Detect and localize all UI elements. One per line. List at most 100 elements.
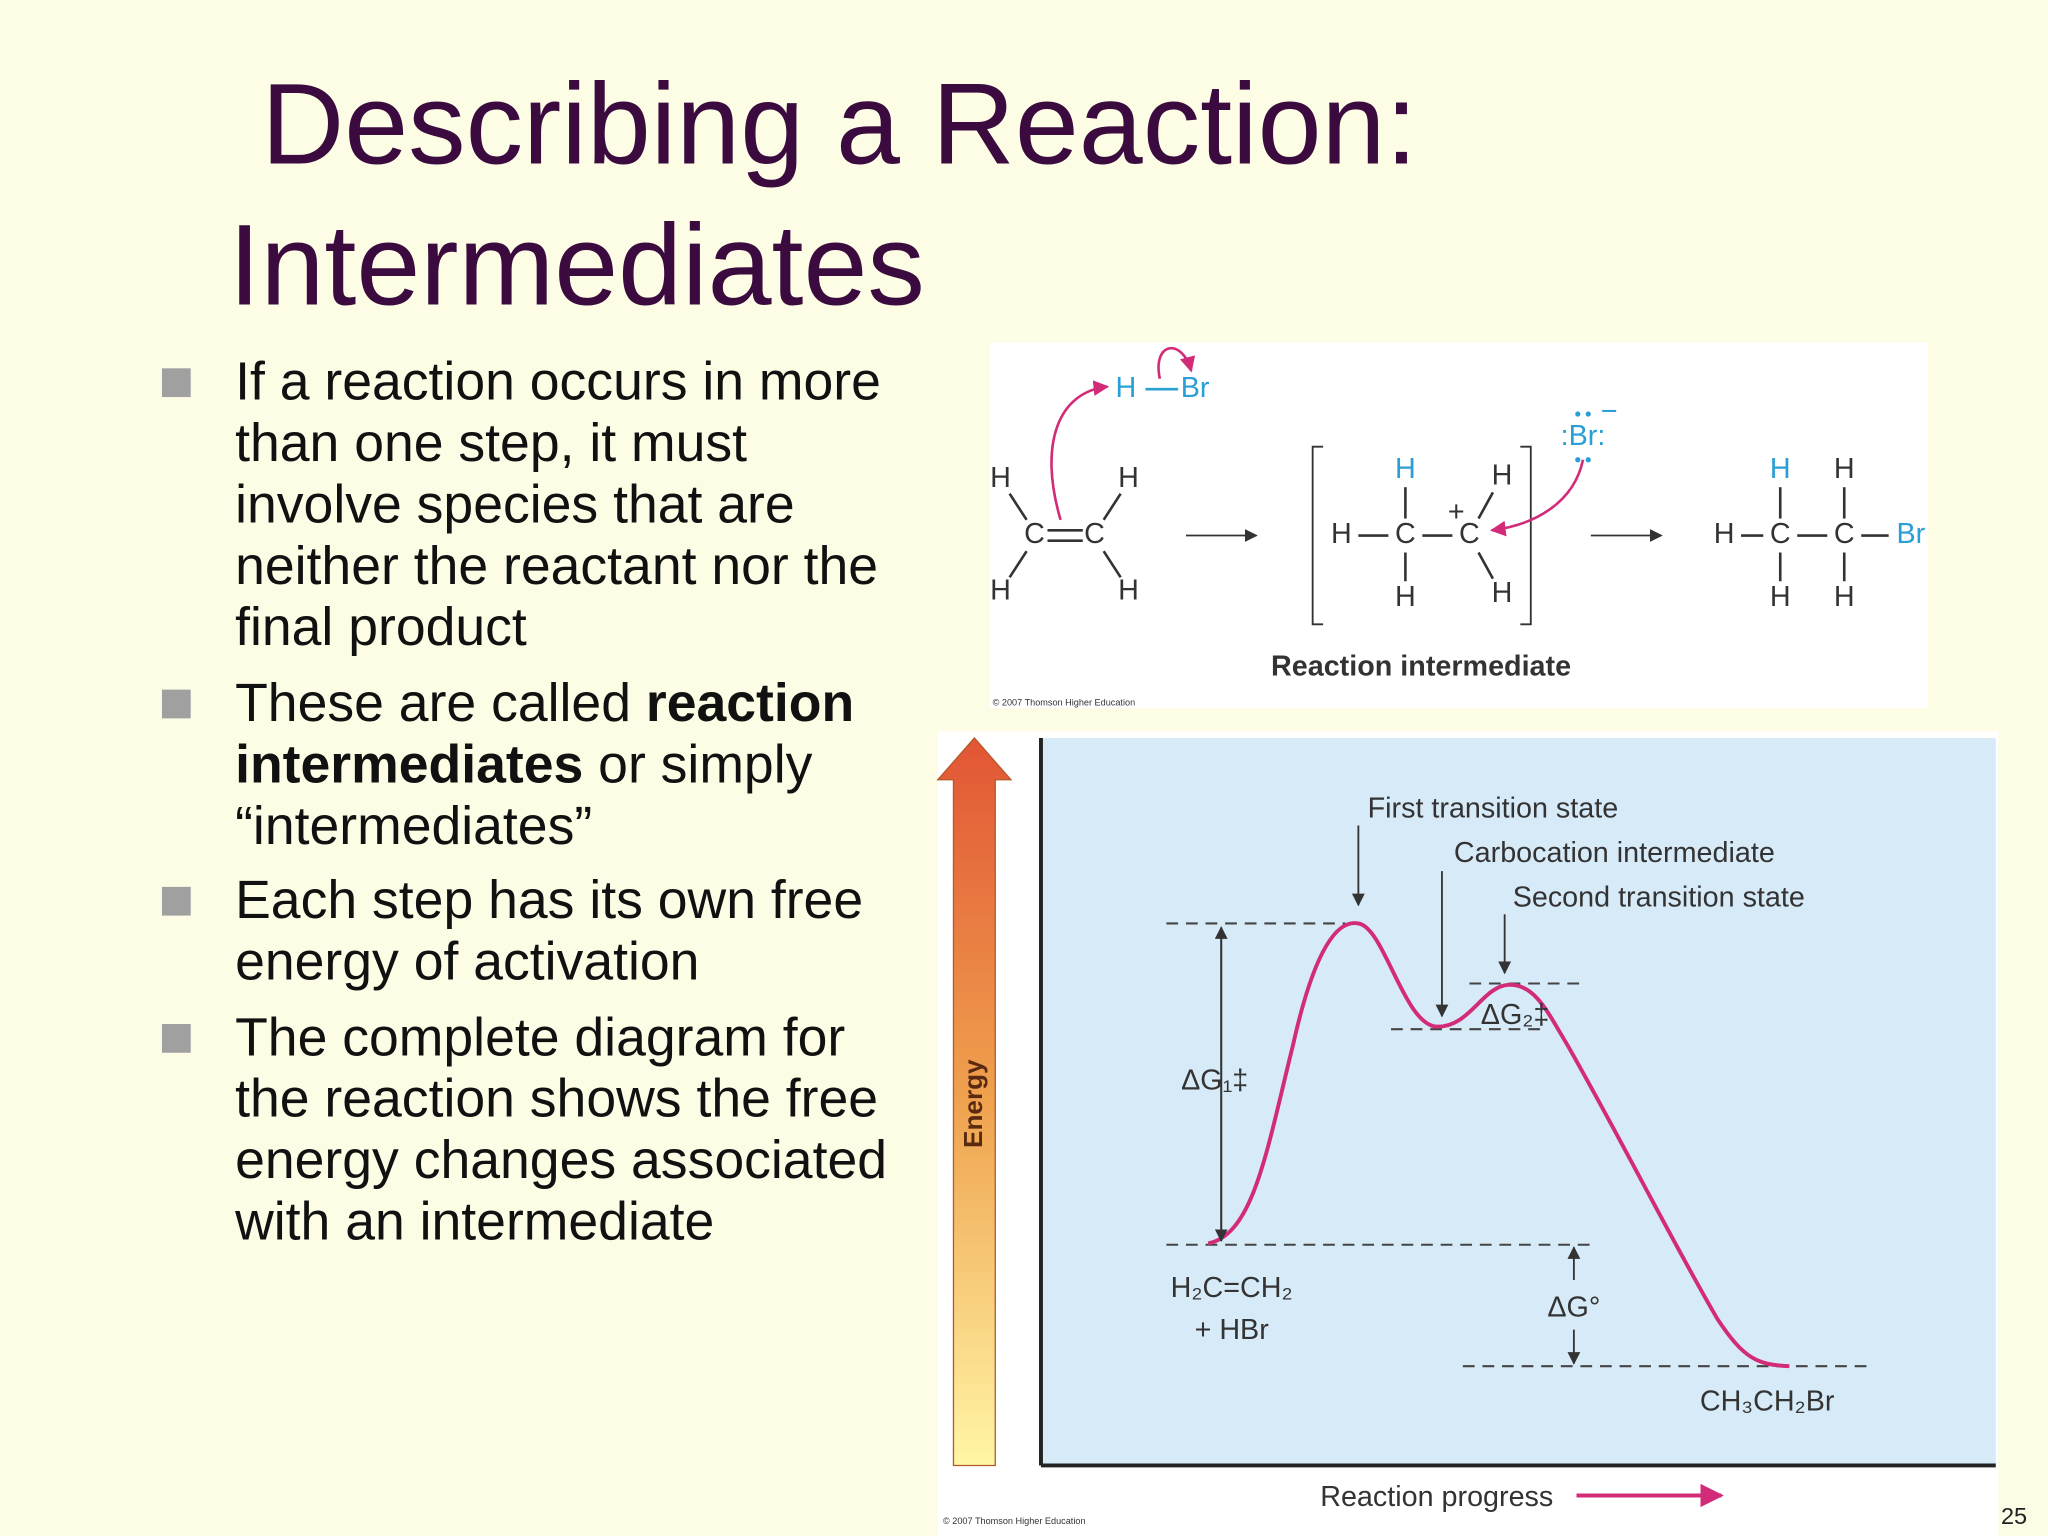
delta-g2-label: ΔG₂‡ (1481, 999, 1550, 1031)
atom-label: H (1331, 518, 1352, 550)
energy-arrow (936, 736, 1013, 1467)
annotation: Carbocation intermediate (1454, 837, 1775, 869)
bond (1008, 493, 1028, 521)
atom-label: Br (1181, 372, 1210, 404)
y-axis-label: Energy (958, 1059, 988, 1148)
curved-arrow (1157, 346, 1196, 380)
figure-caption: Reaction intermediate (1271, 650, 1571, 682)
product-label: CH₃CH₂Br (1700, 1386, 1835, 1418)
text-run: “intermediates” (235, 797, 592, 856)
delta-g-label: ΔG° (1547, 1292, 1600, 1324)
bullet-line: Each step has its own free (235, 871, 863, 930)
atom-label: Br (1896, 518, 1925, 550)
energy-curve (1207, 921, 1790, 1369)
bullet-line: the reaction shows the free (235, 1070, 878, 1129)
reactant-label: H₂C=CH₂ (1171, 1272, 1293, 1304)
bullet-line: than one step, it must (235, 414, 747, 473)
annotation: Second transition state (1513, 881, 1805, 913)
atom-label: C (1834, 518, 1855, 550)
atom-label: C (1395, 518, 1416, 550)
credit: © 2007 Thomson Higher Education (943, 1516, 1086, 1526)
electron-dot (1585, 457, 1591, 463)
figure-background (990, 342, 1928, 708)
bullet-marker (161, 689, 191, 719)
atom-label: C (1459, 518, 1480, 550)
atom-label: C (1024, 518, 1045, 550)
atom-label: C (1084, 518, 1105, 550)
charge: − (1601, 395, 1618, 427)
text-run: intermediates (235, 735, 583, 794)
x-axis-label: Reaction progress (1320, 1481, 1553, 1513)
text-run: final product (235, 598, 527, 657)
bond (1008, 550, 1028, 579)
bullet-line: energy changes associated (235, 1131, 887, 1190)
atom-label: C (1770, 518, 1791, 550)
reactant-label: + HBr (1195, 1314, 1270, 1346)
atom-label: H (1770, 453, 1791, 485)
atom-label: H (990, 462, 1011, 494)
atom-label: H (1395, 453, 1416, 485)
atom-label: + (1448, 496, 1465, 528)
bullet-marker (161, 368, 191, 398)
atom-label: H (1714, 518, 1735, 550)
atom-label: H (1770, 581, 1791, 613)
bullet-line: energy of activation (235, 933, 699, 992)
atom-label: H (1492, 459, 1513, 491)
bullet-line: involve species that are (235, 475, 795, 534)
bullet-marker (161, 886, 191, 916)
text-run: The complete diagram for (235, 1008, 845, 1067)
delta-g1-label: ΔG₁‡ (1181, 1064, 1248, 1096)
text-run: than one step, it must (235, 414, 747, 473)
atom-label: H (1834, 581, 1855, 613)
text-run: energy changes associated (235, 1131, 887, 1190)
bullet-line: These are called reaction (235, 674, 854, 733)
title-line: Describing a Reaction: (261, 60, 1417, 188)
text-run: energy of activation (235, 933, 699, 992)
bullet-line: If a reaction occurs in more (235, 353, 881, 412)
atom-label: H (990, 574, 1011, 606)
bullet-line: final product (235, 598, 527, 657)
electron-dot (1575, 411, 1581, 417)
bullet-line: intermediates or simply (235, 735, 813, 794)
text-run: or simply (583, 735, 812, 794)
text-run: Each step has its own free (235, 871, 863, 930)
atom-label: H (1116, 372, 1137, 404)
text-run: If a reaction occurs in more (235, 353, 881, 412)
text-run: with an intermediate (234, 1193, 714, 1252)
bond (1477, 551, 1495, 580)
atom-label: H (1834, 453, 1855, 485)
mechanism-figure: Reaction intermediate © 2007 Thomson Hig… (990, 342, 1928, 708)
bond (1102, 493, 1122, 521)
text-run: the reaction shows the free (235, 1070, 878, 1129)
electron-dot (1585, 411, 1591, 417)
atom-label: H (1118, 462, 1139, 494)
atom-label: H (1492, 577, 1513, 609)
electron-dot (1575, 457, 1581, 463)
bullet-line: “intermediates” (235, 797, 592, 856)
text-run: involve species that are (235, 475, 795, 534)
bromide-ion: :Br: (1561, 420, 1606, 452)
bullet-line: The complete diagram for (235, 1008, 845, 1067)
curved-arrow (1490, 459, 1585, 537)
page-number: 25 (2001, 1503, 2027, 1529)
atom-label: H (1395, 581, 1416, 613)
curved-arrow (1050, 380, 1110, 521)
text-run: reaction (646, 674, 854, 733)
title-line: Intermediates (229, 201, 925, 329)
bond (1477, 491, 1495, 520)
bullet-line: neither the reactant nor the (235, 537, 878, 596)
text-run: These are called (235, 674, 646, 733)
credit: © 2007 Thomson Higher Education (993, 697, 1136, 707)
bracket (1311, 445, 1324, 626)
bullet-line: with an intermediate (234, 1193, 714, 1252)
atom-label: H (1118, 574, 1139, 606)
text-run: neither the reactant nor the (235, 537, 878, 596)
bond (1102, 550, 1122, 579)
bracket (1520, 445, 1532, 626)
plot-background (1040, 737, 1996, 1466)
bullet-marker (161, 1024, 191, 1053)
